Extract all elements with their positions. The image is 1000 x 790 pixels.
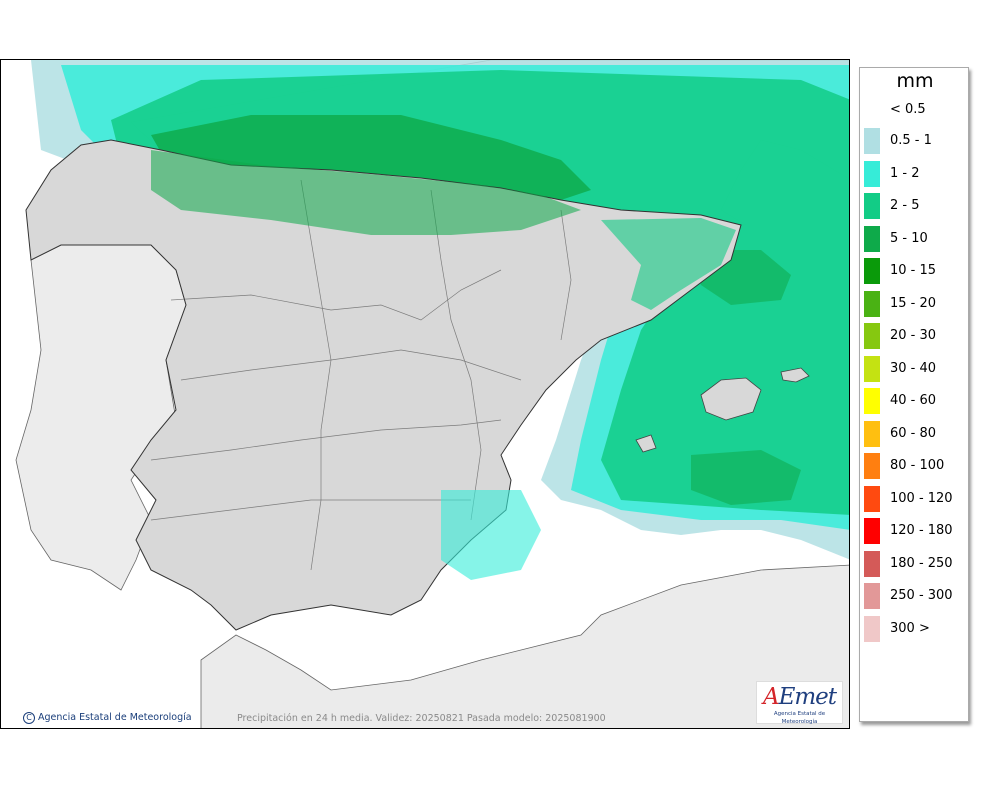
legend-swatch [864, 258, 880, 284]
logo-subtitle: Agencia Estatal de Meteorología [773, 711, 826, 725]
legend-swatch [864, 518, 880, 544]
legend-label: 250 - 300 [890, 588, 953, 603]
legend-class: 180 - 250 [864, 550, 968, 577]
legend-first-label: < 0.5 [890, 102, 926, 117]
precipitation-map: C Agencia Estatal de Meteorología Precipi… [0, 59, 850, 729]
credit-text: Agencia Estatal de Meteorología [38, 712, 192, 723]
legend-class: 1 - 2 [864, 160, 968, 187]
legend-swatch [864, 583, 880, 609]
legend-label: 60 - 80 [890, 425, 937, 441]
legend-class: 20 - 30 [864, 323, 968, 349]
legend-class: 30 - 40 [864, 355, 968, 382]
legend-swatch [864, 615, 880, 642]
se-land-precip [441, 490, 541, 580]
baleares-ibiza [635, 434, 657, 453]
legend-class: 2 - 5 [864, 193, 968, 219]
legend-class: 40 - 60 [864, 388, 968, 414]
legend-swatch [864, 160, 880, 187]
legend-label: 15 - 20 [890, 295, 937, 311]
legend-label: 80 - 100 [890, 458, 945, 473]
spain-land [25, 139, 742, 631]
legend-label: 180 - 250 [890, 555, 953, 571]
ne-land-precip [601, 218, 736, 310]
legend-swatch [864, 485, 880, 512]
legend-class: 250 - 300 [864, 583, 968, 609]
legend-class: 100 - 120 [864, 485, 968, 512]
legend-unit: mm [896, 70, 934, 92]
legend-label: 300 > [890, 620, 930, 636]
legend-swatch [864, 128, 880, 154]
legend-label: 5 - 10 [890, 230, 928, 246]
legend-class: 300 > [864, 615, 968, 642]
baleares-mallorca [700, 377, 762, 421]
legend-class: 120 - 180 [864, 518, 968, 544]
legend-swatch [864, 193, 880, 219]
legend-class: 60 - 80 [864, 420, 968, 447]
north-land-precip [151, 150, 581, 235]
legend-swatch [864, 453, 880, 479]
north-coast-5-10 [151, 115, 591, 200]
legend-label: 2 - 5 [890, 198, 920, 213]
legend-label: 30 - 40 [890, 360, 937, 376]
legend-label: 120 - 180 [890, 523, 953, 538]
map-canvas [15, 60, 849, 728]
aemet-credit: C Agencia Estatal de Meteorología [23, 712, 192, 724]
legend-label: 1 - 2 [890, 165, 920, 181]
baleares-menorca [780, 367, 810, 383]
legend-label: 10 - 15 [890, 263, 937, 278]
precipitation-legend: mm < 0.5 0.5 - 1 1 - 2 2 - 5 5 - 10 10 - 15 1… [859, 67, 969, 722]
legend-swatch [864, 388, 880, 414]
legend-label: 0.5 - 1 [890, 133, 932, 148]
africa-land [200, 564, 849, 728]
legend-label: 20 - 30 [890, 328, 937, 343]
legend-label: 100 - 120 [890, 490, 953, 506]
legend-label: 40 - 60 [890, 393, 937, 408]
logo-wordmark: AEmet [762, 684, 837, 710]
legend-swatch [864, 420, 880, 447]
legend-swatch [864, 550, 880, 577]
legend-class: 10 - 15 [864, 258, 968, 284]
legend-swatch [864, 323, 880, 349]
aemet-logo: AEmet Agencia Estatal de Meteorología [756, 681, 843, 725]
legend-class: 5 - 10 [864, 225, 968, 252]
legend-swatch [864, 290, 880, 317]
legend-swatch [864, 225, 880, 252]
map-caption: Precipitación en 24 h media. Validez: 20… [237, 713, 606, 724]
region-borders [150, 179, 572, 571]
legend-class: 80 - 100 [864, 453, 968, 479]
legend-class: 0.5 - 1 [864, 128, 968, 154]
legend-class: 15 - 20 [864, 290, 968, 317]
legend-swatch [864, 355, 880, 382]
east-band-5-10 [691, 450, 801, 505]
copyright-icon: C [23, 712, 35, 724]
